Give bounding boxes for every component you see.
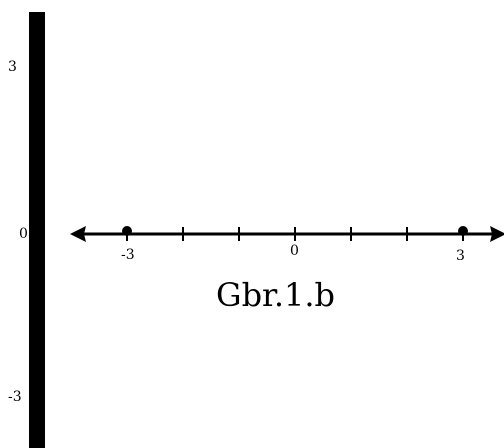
number-line-point bbox=[122, 226, 132, 236]
vertical-black-bar bbox=[29, 12, 45, 448]
tick-label-right: 3 bbox=[456, 248, 465, 264]
side-label-bottom: -3 bbox=[8, 389, 22, 405]
tick-label-center: 0 bbox=[290, 243, 299, 259]
plotted-points bbox=[122, 226, 468, 236]
side-label-top: 3 bbox=[8, 59, 17, 75]
number-line-point bbox=[458, 226, 468, 236]
figure-caption: Gbr.1.b bbox=[216, 276, 336, 314]
tick-label-left: -3 bbox=[121, 247, 135, 263]
side-label-middle: 0 bbox=[19, 226, 28, 242]
left-arrowhead bbox=[70, 226, 86, 242]
right-arrowhead bbox=[490, 226, 504, 242]
